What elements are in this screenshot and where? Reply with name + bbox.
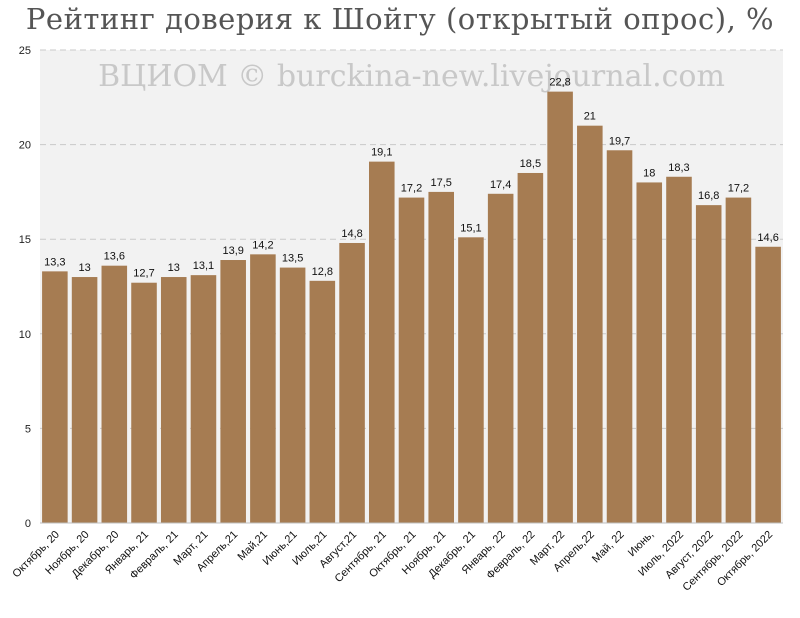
data-labels-group: 13,3 13 13,6 12,7 13 13,1 13,9 14,2 13,5 12,8 14,8… [44, 77, 779, 280]
x-tick-label: Май, 22 [590, 529, 627, 566]
data-label: 15,1 [460, 222, 481, 234]
bar [190, 275, 217, 523]
bar [458, 237, 484, 524]
data-label: 19,1 [371, 147, 392, 159]
data-label: 21 [584, 111, 596, 123]
bar [398, 197, 425, 524]
data-label: 13 [78, 262, 90, 274]
bar [577, 125, 603, 524]
bar [517, 172, 544, 524]
x-tick-label: Октябрь, 2022 [715, 529, 775, 589]
bar [250, 254, 276, 523]
bar [42, 271, 68, 523]
data-label: 18,5 [520, 158, 541, 170]
bar [131, 282, 157, 523]
data-label: 16,8 [698, 190, 719, 202]
data-label: 17,5 [431, 177, 452, 189]
data-label: 18,3 [668, 162, 689, 174]
data-label: 13,9 [222, 245, 243, 257]
bar [220, 260, 246, 523]
bar [666, 176, 692, 523]
bar [725, 197, 752, 524]
data-label: 12,8 [312, 266, 333, 278]
bar [755, 246, 781, 523]
data-label: 12,7 [133, 268, 154, 280]
y-tick-label: 25 [19, 45, 31, 57]
data-label: 13,5 [282, 253, 303, 265]
bar [636, 182, 663, 523]
bar [428, 191, 454, 523]
data-label: 22,8 [549, 77, 570, 89]
bar [101, 265, 128, 523]
data-label: 14,8 [341, 228, 362, 240]
data-label: 19,7 [609, 135, 630, 147]
data-label: 17,2 [728, 183, 749, 195]
bar [487, 193, 514, 524]
y-tick-label: 0 [25, 518, 31, 530]
bars-group [42, 91, 781, 524]
bar [71, 277, 98, 523]
data-label: 14,2 [252, 239, 273, 251]
y-tick-label: 5 [25, 423, 31, 435]
chart-title: Рейтинг доверия к Шойгу (открытый опрос)… [25, 2, 775, 36]
bar [369, 161, 395, 524]
data-label: 13,6 [104, 251, 125, 263]
bar [309, 280, 336, 523]
bar [279, 267, 306, 523]
y-tick-label: 20 [19, 140, 31, 152]
y-axis-ticks: 0 5 10 15 20 25 [19, 45, 31, 530]
y-tick-label: 15 [19, 234, 31, 246]
data-label: 17,4 [490, 179, 511, 191]
bar [547, 91, 573, 524]
bar [606, 150, 633, 523]
watermark-text: ВЦИОМ © burckina-new.livejournal.com [98, 59, 725, 94]
bar [339, 242, 365, 523]
data-label: 14,6 [757, 232, 778, 244]
data-label: 18 [643, 167, 655, 179]
y-tick-label: 10 [19, 329, 31, 341]
bar [695, 205, 722, 524]
bar [160, 277, 187, 523]
data-label: 13 [168, 262, 180, 274]
data-label: 13,1 [193, 260, 214, 272]
data-label: 13,3 [44, 256, 65, 268]
data-label: 17,2 [401, 183, 422, 195]
